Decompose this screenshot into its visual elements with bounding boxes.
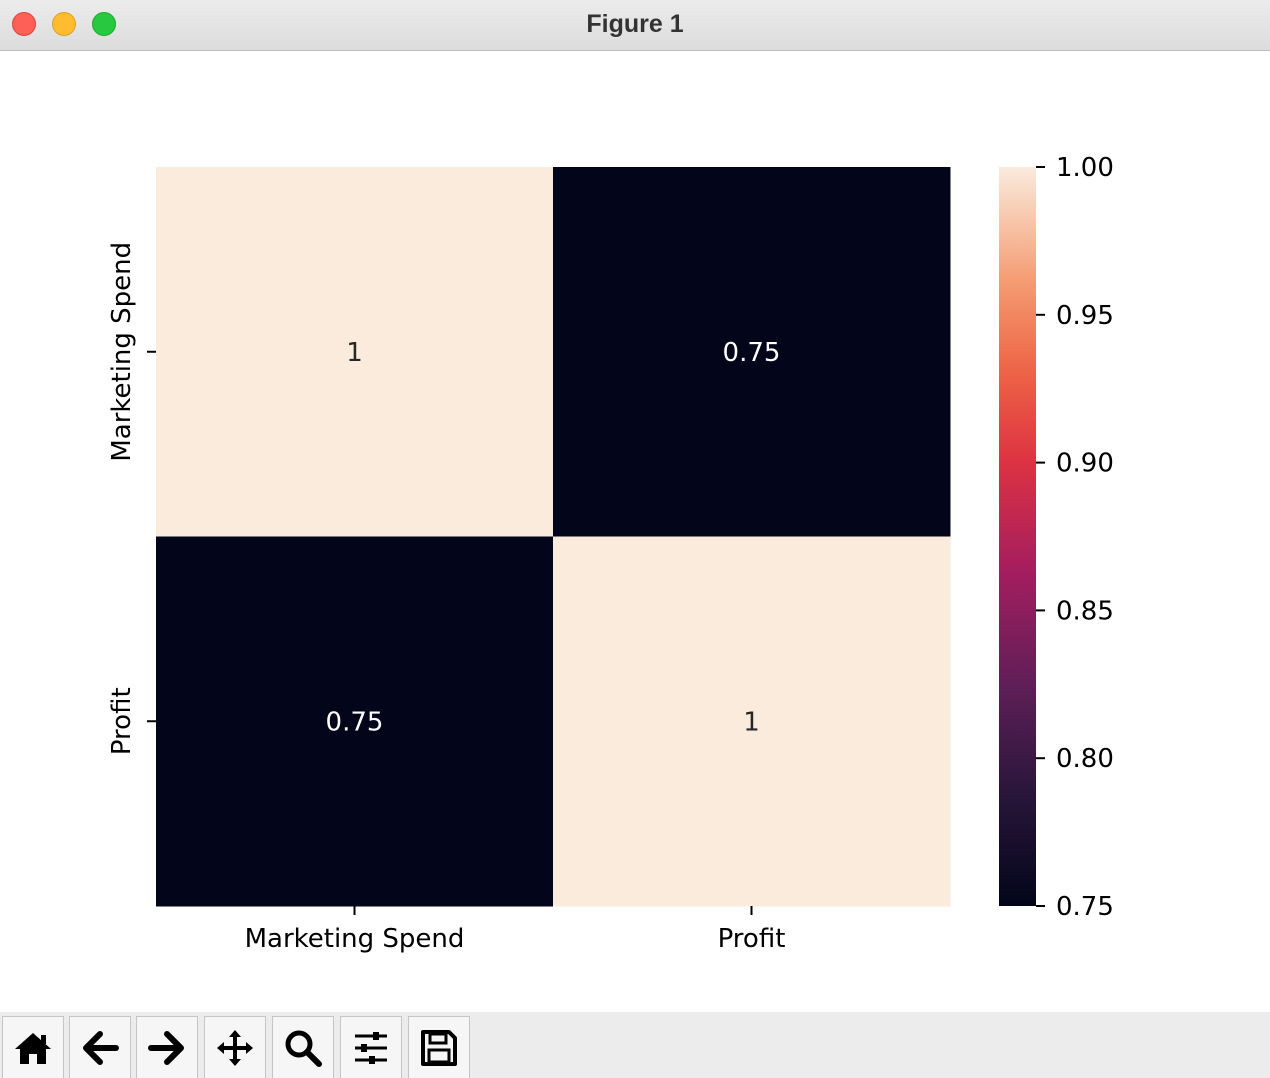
cell-annotation: 1 [346,338,363,368]
heatmap-cell [553,536,951,907]
configure-subplots-icon [355,1032,387,1064]
x-tick-label: Marketing Spend [245,924,465,954]
heatmap-cell [553,167,951,537]
forward-button[interactable] [136,1016,198,1078]
back-arrow-icon [83,1031,119,1065]
colorbar-tick-label: 0.75 [1056,892,1114,922]
pan-button[interactable] [204,1016,266,1078]
title-bar: Figure 1 [0,0,1270,51]
zoom-button[interactable] [272,1016,334,1078]
home-button[interactable] [2,1016,64,1078]
minimize-window-button[interactable] [52,12,76,36]
colorbar-tick-label: 1.00 [1056,153,1114,183]
home-icon [15,1033,51,1064]
save-icon [421,1030,457,1066]
back-button[interactable] [69,1016,131,1078]
save-button[interactable] [408,1016,470,1078]
colorbar-tick-label: 0.85 [1056,596,1114,626]
forward-arrow-icon [148,1031,184,1065]
configure-subplots-button[interactable] [340,1016,402,1078]
cell-annotation: 0.75 [723,338,781,368]
colorbar [999,167,1036,906]
y-tick-label: Marketing Spend [107,242,137,462]
navigation-toolbar [0,1012,1270,1078]
cell-annotation: 0.75 [326,707,384,737]
window-title: Figure 1 [586,10,684,38]
maximize-window-button[interactable] [92,12,116,36]
heatmap-cell [156,536,554,907]
colorbar-tick-label: 0.80 [1056,744,1114,774]
colorbar-tick-label: 0.90 [1056,449,1114,479]
heatmap-plot: 1 0.75 0.75 1 Marketing Spend Profit Marketing… [107,153,1114,954]
pan-icon [217,1030,253,1066]
figure-canvas[interactable]: 1 0.75 0.75 1 Marketing Spend Profit Marketing… [0,51,1270,1012]
cell-annotation: 1 [743,707,760,737]
colorbar-tick-label: 0.95 [1056,301,1114,331]
zoom-icon [285,1030,322,1067]
close-window-button[interactable] [12,12,36,36]
x-tick-label: Profit [718,924,786,954]
y-tick-label: Profit [107,687,137,755]
heatmap-cell [156,167,554,537]
